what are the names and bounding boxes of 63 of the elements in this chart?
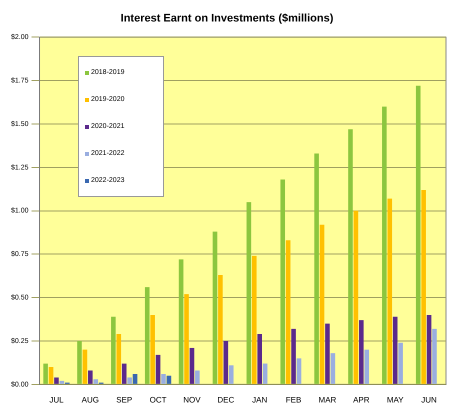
x-tick-label: DEC <box>217 395 234 404</box>
bar <box>116 334 122 384</box>
bar <box>320 224 324 384</box>
bar <box>43 364 48 384</box>
bar <box>156 354 160 384</box>
chart-title: Interest Earnt on Investments ($millions) <box>120 12 334 25</box>
x-tick-label: SEP <box>116 395 132 404</box>
bar <box>252 256 257 384</box>
x-tick-label: NOV <box>183 395 202 404</box>
bar <box>77 341 82 384</box>
x-tick-label: FEB <box>286 395 302 404</box>
bar <box>60 380 64 384</box>
bar <box>416 86 421 384</box>
x-tick-label: AUG <box>82 395 99 404</box>
bar <box>150 314 155 384</box>
bar <box>132 374 138 384</box>
bar <box>218 275 223 384</box>
bar <box>392 316 398 384</box>
bar <box>432 328 437 384</box>
bar <box>354 210 358 384</box>
bar <box>314 154 319 384</box>
bar <box>82 350 88 384</box>
bar <box>195 370 200 384</box>
bar <box>93 379 98 384</box>
bar <box>178 259 184 384</box>
bar <box>184 294 189 384</box>
bar <box>88 370 93 384</box>
bar <box>421 190 426 384</box>
bar <box>190 348 194 384</box>
x-tick-label: APR <box>353 395 370 404</box>
bar <box>426 314 432 384</box>
bar <box>48 367 54 384</box>
bar <box>212 232 218 384</box>
bar <box>387 198 392 384</box>
bar <box>257 334 262 384</box>
bar <box>54 377 59 384</box>
bar <box>364 350 370 384</box>
x-tick-label: OCT <box>150 395 167 404</box>
bar <box>161 374 166 384</box>
x-tick-label: JAN <box>252 395 268 404</box>
x-tick-label: JUN <box>421 395 438 404</box>
bar <box>127 377 132 384</box>
bar <box>280 180 286 384</box>
bar <box>111 316 116 384</box>
bar <box>286 240 290 384</box>
bar <box>359 320 364 384</box>
bar <box>291 328 296 384</box>
bar <box>262 364 268 384</box>
bar <box>330 353 336 384</box>
bar <box>382 106 387 384</box>
bar <box>228 365 234 384</box>
bar <box>166 376 172 384</box>
bar <box>348 129 353 384</box>
bar <box>122 364 127 384</box>
x-tick-label: JUL <box>49 395 64 404</box>
bar <box>398 342 403 384</box>
x-tick-label: MAY <box>386 395 404 404</box>
bar <box>325 324 330 384</box>
bar <box>246 202 252 384</box>
bar <box>144 287 150 384</box>
bar <box>296 358 302 384</box>
x-tick-label: MAR <box>318 395 337 404</box>
bar <box>224 341 228 384</box>
